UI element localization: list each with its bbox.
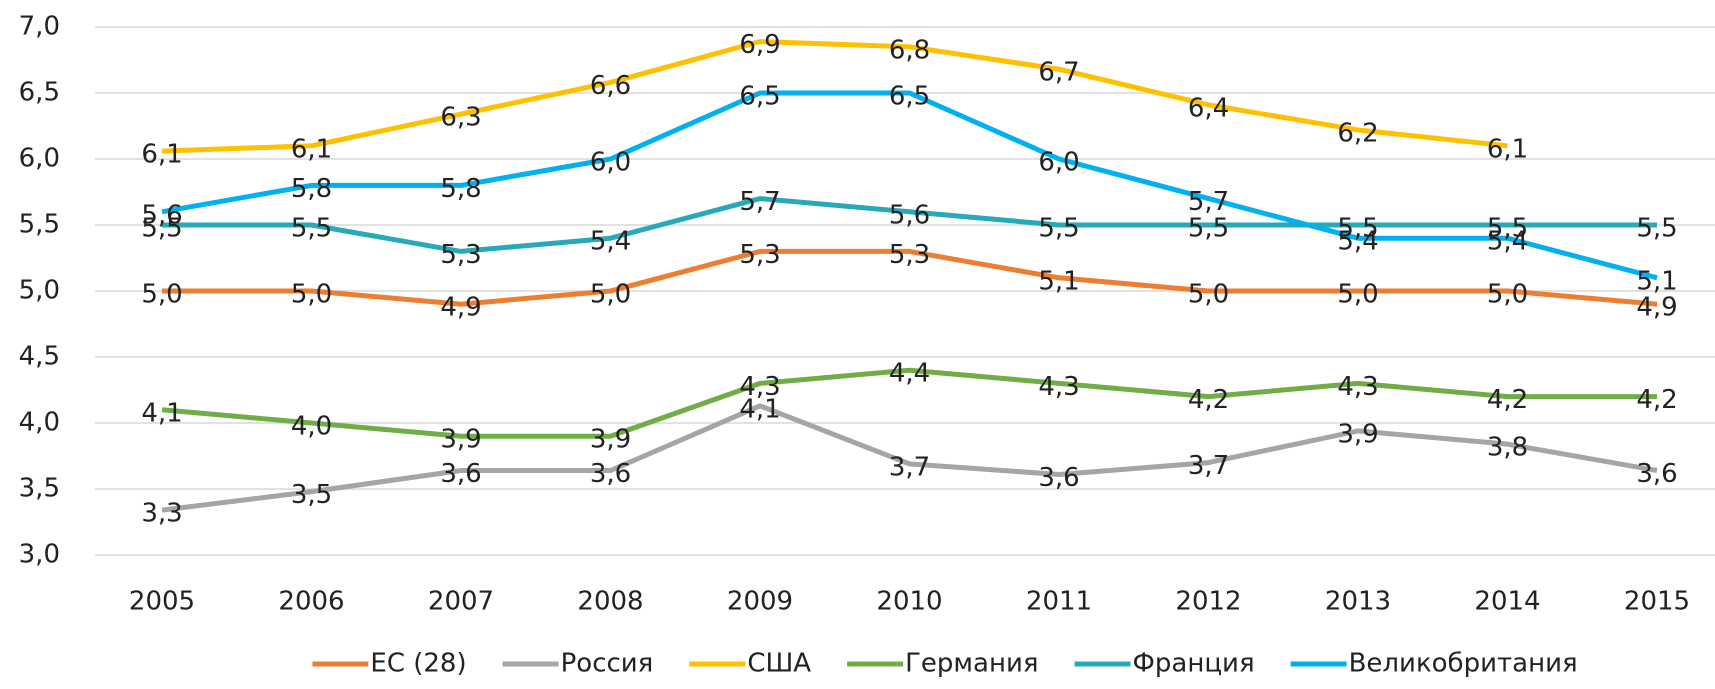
data-label: 5,5 xyxy=(141,214,182,244)
legend-label: Германия xyxy=(905,649,1038,679)
data-label: 6,1 xyxy=(291,134,332,164)
data-label: 4,3 xyxy=(739,372,780,402)
data-label: 6,5 xyxy=(739,82,780,112)
data-label: 4,3 xyxy=(1038,372,1079,402)
series-line xyxy=(161,39,1508,154)
y-tick-label: 3,5 xyxy=(19,474,60,504)
data-label: 5,0 xyxy=(141,280,182,310)
data-label: 3,9 xyxy=(590,425,631,455)
data-label: 3,6 xyxy=(1038,463,1079,493)
data-label: 3,8 xyxy=(1487,433,1528,463)
x-tick-label: 2005 xyxy=(129,587,195,617)
legend-label: ЕС (28) xyxy=(370,649,466,679)
data-label: 5,0 xyxy=(1337,280,1378,310)
data-label: 5,3 xyxy=(739,240,780,270)
data-label: 6,5 xyxy=(889,82,930,112)
series-line xyxy=(162,196,1657,254)
data-label: 4,9 xyxy=(1636,293,1677,323)
data-label: 5,7 xyxy=(1188,187,1229,217)
data-label: 5,5 xyxy=(291,214,332,244)
x-tick-label: 2009 xyxy=(727,587,793,617)
data-label: 5,3 xyxy=(440,240,481,270)
series-line xyxy=(161,90,1658,281)
x-tick-label: 2010 xyxy=(876,587,942,617)
data-label: 5,1 xyxy=(1636,266,1677,296)
data-label: 5,1 xyxy=(1038,266,1079,296)
data-label: 6,7 xyxy=(1038,58,1079,88)
data-label: 3,7 xyxy=(1188,451,1229,481)
data-label: 4,2 xyxy=(1188,385,1229,415)
data-label: 3,6 xyxy=(590,459,631,489)
data-label: 3,9 xyxy=(1337,419,1378,449)
data-label: 3,9 xyxy=(440,425,481,455)
x-tick-label: 2012 xyxy=(1175,587,1241,617)
data-label: 3,6 xyxy=(1636,459,1677,489)
data-label: 6,6 xyxy=(590,71,631,101)
y-tick-label: 3,0 xyxy=(19,540,60,570)
y-tick-label: 7,0 xyxy=(19,12,60,42)
x-tick-label: 2011 xyxy=(1026,587,1092,617)
series-line xyxy=(162,248,1658,307)
data-label: 5,4 xyxy=(1337,227,1378,257)
legend: ЕС (28) Россия США Германия Франция Великобри… xyxy=(312,649,1578,679)
data-label: 5,0 xyxy=(590,280,631,310)
data-label: 6,1 xyxy=(1487,134,1528,164)
data-label: 4,1 xyxy=(739,394,780,424)
data-label: 6,8 xyxy=(889,35,930,65)
data-label: 5,0 xyxy=(1188,280,1229,310)
data-label: 4,0 xyxy=(291,412,332,442)
data-label: 5,7 xyxy=(739,187,780,217)
data-label: 5,8 xyxy=(291,174,332,204)
y-tick-label: 5,5 xyxy=(19,210,60,240)
data-label: 5,4 xyxy=(590,227,631,257)
data-label: 4,4 xyxy=(889,359,930,389)
data-label: 6,0 xyxy=(590,148,631,178)
data-label: 4,3 xyxy=(1337,372,1378,402)
data-label: 6,4 xyxy=(1188,93,1229,123)
data-label: 3,3 xyxy=(141,499,182,529)
data-label: 3,5 xyxy=(291,480,332,510)
data-label: 5,8 xyxy=(440,174,481,204)
data-label: 4,2 xyxy=(1487,385,1528,415)
legend-label: Франция xyxy=(1133,649,1255,679)
y-tick-label: 5,0 xyxy=(19,276,60,306)
data-label: 6,0 xyxy=(1038,148,1079,178)
data-label: 5,5 xyxy=(1487,214,1528,244)
data-label: 5,3 xyxy=(889,240,930,270)
series-line xyxy=(161,403,1658,513)
data-label: 5,0 xyxy=(1487,280,1528,310)
data-label: 5,5 xyxy=(1188,214,1229,244)
x-tick-label: 2013 xyxy=(1325,587,1391,617)
x-tick-label: 2014 xyxy=(1474,587,1540,617)
data-label: 4,9 xyxy=(440,293,481,323)
data-label: 6,9 xyxy=(739,30,780,60)
data-label: 3,6 xyxy=(440,459,481,489)
data-label: 6,1 xyxy=(141,140,182,170)
data-label: 3,7 xyxy=(889,452,930,482)
x-tick-label: 2007 xyxy=(428,587,494,617)
data-label: 6,2 xyxy=(1337,118,1378,148)
legend-label: Великобритания xyxy=(1349,649,1578,679)
data-label: 6,3 xyxy=(440,103,481,133)
data-label: 4,2 xyxy=(1636,385,1677,415)
legend-label: США xyxy=(747,649,811,679)
y-tick-label: 6,0 xyxy=(19,144,60,174)
data-label: 5,0 xyxy=(291,280,332,310)
data-label: 5,6 xyxy=(889,200,930,230)
data-label: 5,6 xyxy=(141,200,182,230)
data-label: 5,5 xyxy=(1337,214,1378,244)
y-tick-label: 4,0 xyxy=(19,408,60,438)
data-label: 4,1 xyxy=(141,398,182,428)
y-tick-label: 6,5 xyxy=(19,78,60,108)
data-label: 5,4 xyxy=(1487,227,1528,257)
legend-label: Россия xyxy=(561,649,654,679)
y-tick-label: 4,5 xyxy=(19,342,60,372)
x-tick-label: 2008 xyxy=(577,587,643,617)
data-label: 5,5 xyxy=(1636,214,1677,244)
x-tick-label: 2006 xyxy=(278,587,344,617)
series-line xyxy=(161,367,1657,439)
x-tick-label: 2015 xyxy=(1624,587,1690,617)
data-label: 5,5 xyxy=(1038,214,1079,244)
